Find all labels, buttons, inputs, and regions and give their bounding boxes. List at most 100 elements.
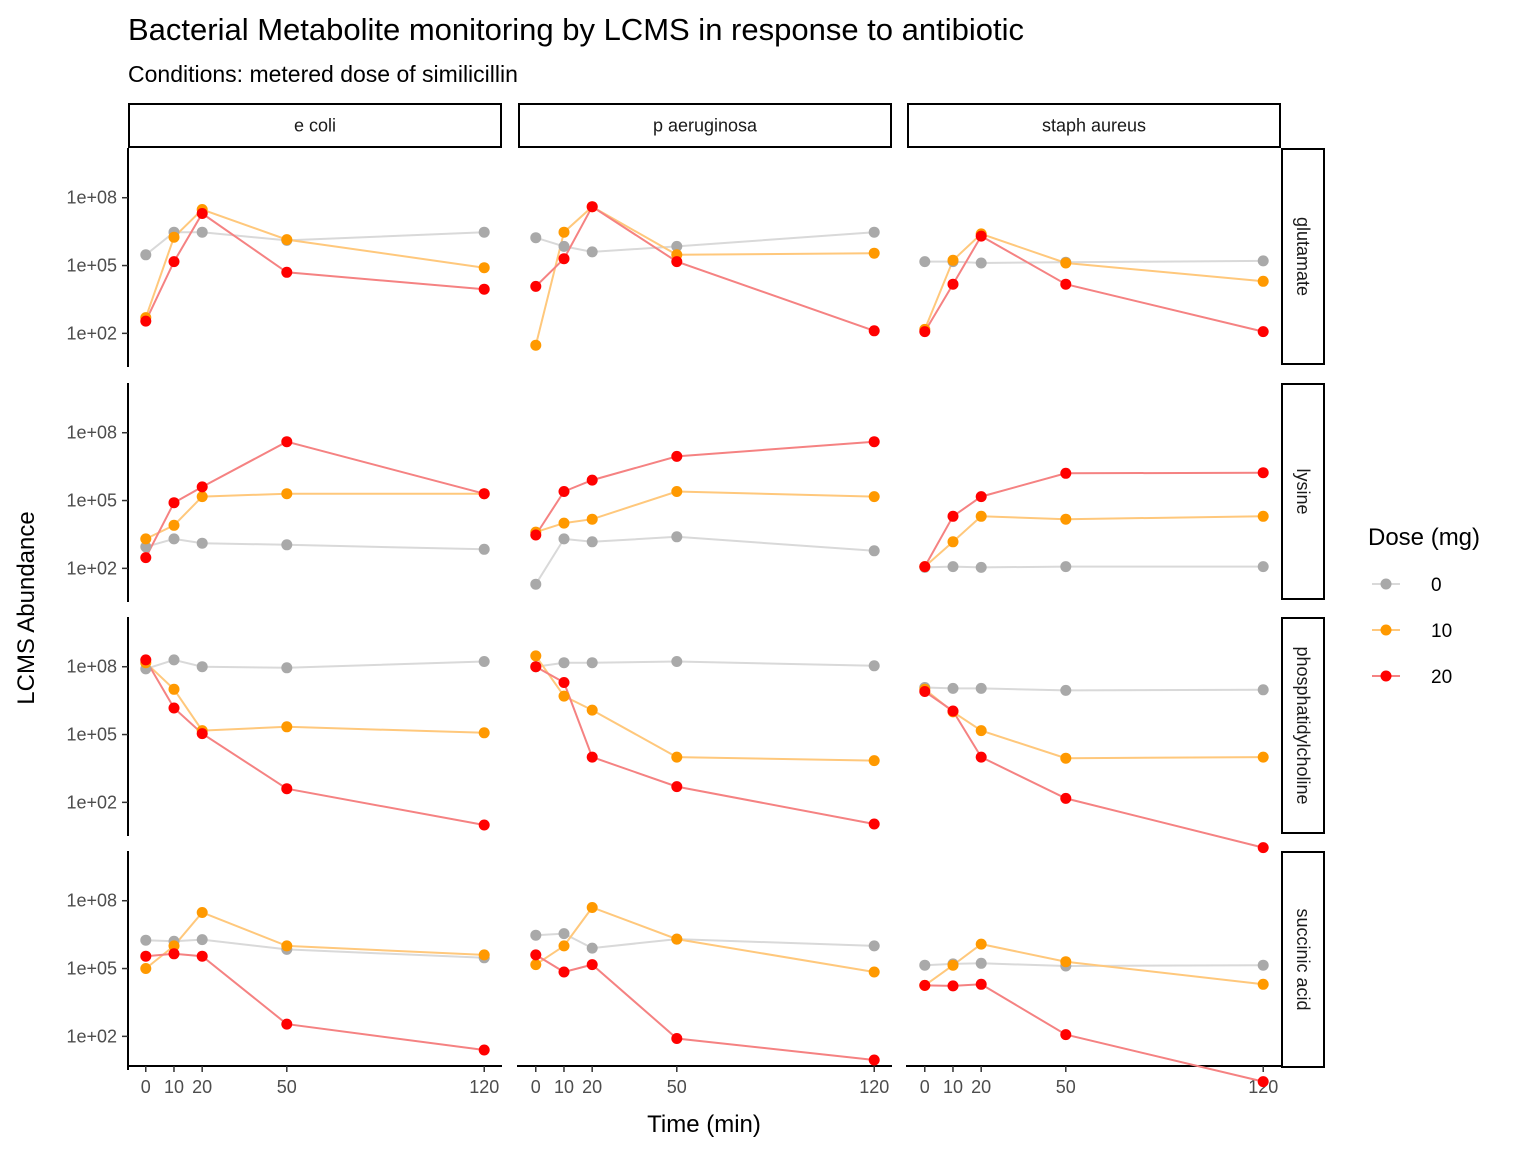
data-point-dose-20: [868, 818, 880, 830]
data-point-dose-20: [168, 497, 180, 509]
y-axis-phosphatidylcholine: 1e+02 1e+05 1e+08: [66, 617, 129, 836]
data-point-dose-20: [1257, 842, 1269, 854]
series-line-dose-20: [534, 440, 875, 536]
data-point-dose-20: [868, 325, 880, 337]
data-point-dose-20: [1060, 1029, 1072, 1041]
data-point-dose-20: [196, 208, 208, 219]
data-point-dose-20: [530, 280, 542, 292]
strip-label: succinic acid: [1293, 908, 1313, 1010]
data-point-dose-10: [530, 959, 542, 971]
y-tick-label: 1e+02: [66, 323, 117, 343]
legend-title: Dose (mg): [1368, 524, 1480, 551]
data-point-dose-10: [281, 488, 293, 500]
data-point-dose-10: [868, 491, 880, 503]
series-line-dose-20: [535, 954, 875, 1061]
x-tick-label: 0: [920, 1077, 930, 1097]
data-point-dose-10: [530, 339, 542, 351]
x-tick-label: 20: [582, 1077, 602, 1097]
data-point-dose-20: [140, 950, 152, 962]
data-point-dose-10: [196, 491, 208, 503]
y-tick-label: 1e+02: [66, 792, 117, 812]
data-point-dose-10: [947, 959, 959, 971]
panel-p-aeruginosa-glutamate: [530, 201, 880, 351]
data-point-dose-20: [947, 705, 959, 717]
x-tick-label: 10: [554, 1077, 574, 1097]
strip-label: phosphatidylcholine: [1293, 646, 1313, 804]
y-axis-title: LCMS Abundance: [13, 511, 40, 704]
x-tick-label: 50: [277, 1077, 297, 1097]
strip-box: [128, 103, 502, 148]
data-point-dose-0: [1257, 255, 1269, 267]
series-line-dose-20: [145, 952, 485, 1051]
data-point-dose-0: [671, 531, 683, 543]
data-point-dose-20: [281, 266, 293, 278]
data-point-dose-10: [868, 966, 880, 978]
data-point-dose-20: [975, 751, 987, 763]
series-line-dose-10: [923, 232, 1264, 330]
data-point-dose-20: [196, 728, 208, 740]
data-point-dose-20: [1060, 278, 1072, 290]
data-point-dose-0: [586, 657, 598, 669]
strip-box: [907, 103, 1281, 148]
data-point-dose-10: [1060, 956, 1072, 968]
chart-title: Bacterial Metabolite monitoring by LCMS …: [128, 12, 1024, 47]
data-point-dose-0: [478, 226, 490, 238]
data-point-dose-10: [1257, 510, 1269, 522]
data-point-dose-0: [558, 928, 570, 940]
data-point-dose-20: [947, 510, 959, 522]
y-tick-label: 1e+05: [66, 959, 117, 979]
data-point-dose-10: [281, 234, 293, 246]
x-tick-label: 120: [859, 1077, 889, 1097]
data-point-dose-0: [975, 682, 987, 694]
panel-e-coli-phosphatidylcholine: [140, 654, 490, 831]
data-point-dose-20: [975, 978, 987, 990]
legend-label: 20: [1431, 667, 1452, 688]
x-tick-label: 10: [943, 1077, 963, 1097]
data-point-dose-20: [478, 488, 490, 500]
data-point-dose-20: [947, 278, 959, 290]
data-point-dose-0: [868, 940, 880, 952]
data-point-dose-0: [140, 541, 152, 553]
data-point-dose-20: [478, 1044, 490, 1056]
y-tick-label: 1e+05: [66, 725, 117, 745]
series-line-dose-0: [535, 231, 875, 253]
data-point-dose-20: [281, 1018, 293, 1030]
y-tick-label: 1e+08: [66, 657, 117, 677]
series-line-dose-0: [924, 259, 1264, 265]
data-point-dose-0: [586, 536, 598, 548]
panel-p-aeruginosa-succinic-acid: [530, 902, 880, 1066]
series-line-dose-20: [535, 205, 875, 332]
data-point-dose-20: [530, 529, 542, 541]
data-point-dose-10: [281, 940, 293, 952]
data-point-dose-10: [671, 751, 683, 763]
data-point-dose-10: [558, 690, 570, 702]
data-point-dose-20: [671, 450, 683, 462]
series-line-dose-10: [535, 490, 875, 534]
y-tick-label: 1e+05: [66, 256, 117, 276]
strip-succinic-acid: succinic acid: [1281, 851, 1325, 1068]
data-point-dose-0: [1257, 959, 1269, 971]
data-point-dose-20: [140, 315, 152, 327]
data-point-dose-0: [1060, 684, 1072, 696]
series-line-dose-10: [144, 208, 485, 318]
data-point-dose-10: [1060, 752, 1072, 764]
data-point-dose-20: [947, 980, 959, 992]
series-line-dose-20: [535, 665, 875, 825]
y-tick-label: 1e+08: [66, 891, 117, 911]
chart-subtitle: Conditions: metered dose of similicillin: [128, 61, 518, 87]
data-point-dose-10: [168, 683, 180, 695]
data-point-dose-20: [671, 1033, 683, 1044]
data-point-dose-0: [558, 240, 570, 252]
data-point-dose-0: [975, 257, 987, 269]
data-point-dose-20: [168, 948, 180, 960]
data-point-dose-10: [1257, 978, 1269, 990]
y-tick-label: 1e+05: [66, 491, 117, 511]
data-point-dose-10: [168, 519, 180, 531]
data-point-dose-10: [168, 231, 180, 243]
data-point-dose-0: [281, 662, 293, 674]
strip-box: [518, 103, 892, 148]
legend-point: [1380, 670, 1392, 682]
data-point-dose-20: [586, 201, 598, 213]
panel-e-coli-glutamate: [140, 204, 490, 327]
